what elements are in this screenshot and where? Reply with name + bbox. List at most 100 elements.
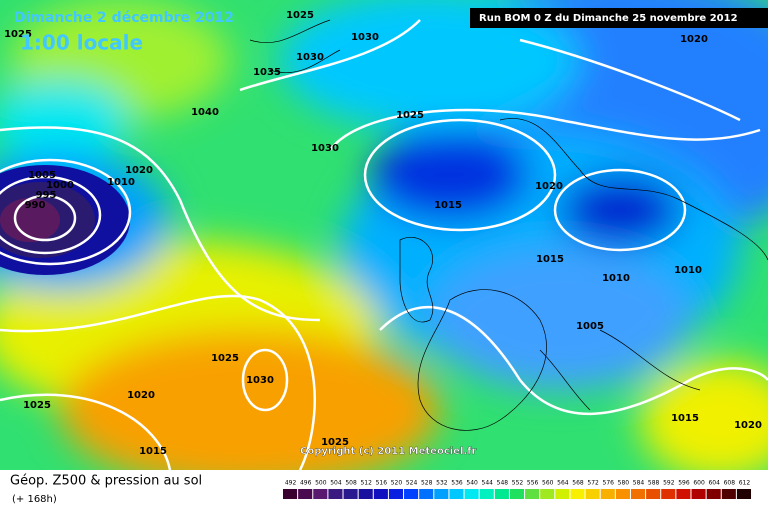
scale-label: 528 — [421, 480, 433, 487]
scale-label: 568 — [572, 480, 584, 487]
isobar-label: 995 — [36, 190, 57, 201]
scale-swatch — [509, 489, 525, 499]
scale-label: 588 — [648, 480, 660, 487]
isobar-label: 1000 — [46, 180, 74, 191]
scale-label: 572 — [587, 480, 599, 487]
scale-label: 544 — [482, 480, 494, 487]
isobar-label: 1010 — [674, 265, 702, 276]
scale-swatch — [555, 489, 570, 499]
scale-swatch — [676, 489, 691, 499]
scale-label: 580 — [618, 480, 630, 487]
scale-swatch — [449, 489, 464, 499]
isobar-label: 1035 — [253, 67, 281, 78]
scale-label: 532 — [436, 480, 448, 487]
scale-label: 604 — [708, 480, 720, 487]
scale-label: 540 — [466, 480, 478, 487]
scale-label: 496 — [300, 480, 312, 487]
isobar-label: 1025 — [23, 400, 51, 411]
scale-swatch — [646, 489, 661, 499]
scale-label: 592 — [663, 480, 675, 487]
scale-swatch — [464, 489, 479, 499]
scale-swatch — [343, 489, 358, 499]
scale-label: 560 — [542, 480, 554, 487]
map-time: 1:00 locale — [20, 31, 143, 55]
isobar-label: 1025 — [286, 10, 314, 21]
isobar-label: 1015 — [434, 200, 462, 211]
isobar-label: 1020 — [125, 165, 153, 176]
isobar-label: 1010 — [107, 177, 135, 188]
scale-label: 524 — [406, 480, 418, 487]
scale-swatch — [358, 489, 373, 499]
scale-swatch — [600, 489, 615, 499]
map-field — [0, 0, 768, 470]
isobar-label: 990 — [25, 200, 46, 211]
scale-label: 504 — [330, 480, 342, 487]
scale-label: 552 — [512, 480, 524, 487]
scale-label: 596 — [678, 480, 690, 487]
scale-swatch — [661, 489, 676, 499]
scale-swatch — [313, 489, 328, 499]
scale-label: 564 — [557, 480, 569, 487]
scale-label: 612 — [739, 480, 751, 487]
scale-label: 516 — [376, 480, 388, 487]
scale-swatch — [615, 489, 630, 499]
scale-label: 548 — [497, 480, 509, 487]
scale-swatch — [434, 489, 449, 499]
scale-label: 500 — [315, 480, 327, 487]
scale-label: 520 — [391, 480, 403, 487]
scale-swatch — [525, 489, 540, 499]
scale-swatch — [298, 489, 313, 499]
copyright: Copyright (c) 2011 Meteociel.fr — [300, 446, 477, 457]
isobar-label: 1025 — [4, 29, 32, 40]
scale-swatch — [419, 489, 434, 499]
scale-label: 536 — [451, 480, 463, 487]
isobar-label: 1005 — [576, 321, 604, 332]
scale-label: 556 — [527, 480, 539, 487]
isobar-labels: 1025 1025 1030 1030 1035 1040 1030 1025 1020 1020… — [4, 10, 762, 457]
scale-swatch — [585, 489, 600, 499]
scale-swatch — [494, 489, 509, 499]
isobar-label: 1030 — [246, 375, 274, 386]
scale-swatch — [388, 489, 404, 499]
isobar-label: 1030 — [311, 143, 339, 154]
scale-label: 584 — [633, 480, 645, 487]
isobar-label: 1015 — [671, 413, 699, 424]
scale-swatch — [630, 489, 646, 499]
coastlines — [249, 19, 768, 431]
legend-title: Géop. Z500 & pression au sol — [10, 474, 202, 489]
legend-subtitle: (+ 168h) — [12, 494, 57, 505]
scale-swatch — [736, 489, 751, 499]
scale-swatch — [691, 489, 706, 499]
isobar-label: 1030 — [351, 32, 379, 43]
map-date: Dimanche 2 décembre 2012 — [14, 10, 234, 26]
isobar-label: 1005 — [28, 170, 56, 181]
isobar-label: 1020 — [535, 181, 563, 192]
scale-swatch — [404, 489, 419, 499]
run-box — [470, 8, 768, 28]
scale-label: 600 — [693, 480, 705, 487]
scale-swatch — [570, 489, 585, 499]
isobar-label: 1015 — [536, 254, 564, 265]
scale-label: 492 — [285, 480, 297, 487]
scale-swatch — [721, 489, 736, 499]
isobar-label: 1015 — [139, 446, 167, 457]
run-info: Run BOM 0 Z du Dimanche 25 novembre 2012 — [479, 13, 738, 24]
scale-swatch — [328, 489, 343, 499]
color-scale: 492 496 500 504 508 512 516 520 524 528 532 536 540 5… — [283, 480, 751, 499]
isobar-label: 1020 — [127, 390, 155, 401]
scale-swatch — [706, 489, 721, 499]
scale-swatch — [479, 489, 494, 499]
scale-swatch — [540, 489, 555, 499]
scale-label: 508 — [345, 480, 357, 487]
scale-swatch — [283, 489, 298, 499]
scale-label: 608 — [724, 480, 736, 487]
isobar-label: 1025 — [211, 353, 239, 364]
isobar-label: 1030 — [296, 52, 324, 63]
scale-label: 512 — [360, 480, 372, 487]
isobar-label: 1025 — [396, 110, 424, 121]
isobars — [0, 19, 768, 470]
isobar-label: 1020 — [734, 420, 762, 431]
isobar-label: 1020 — [680, 34, 708, 45]
isobar-label: 1010 — [602, 273, 630, 284]
